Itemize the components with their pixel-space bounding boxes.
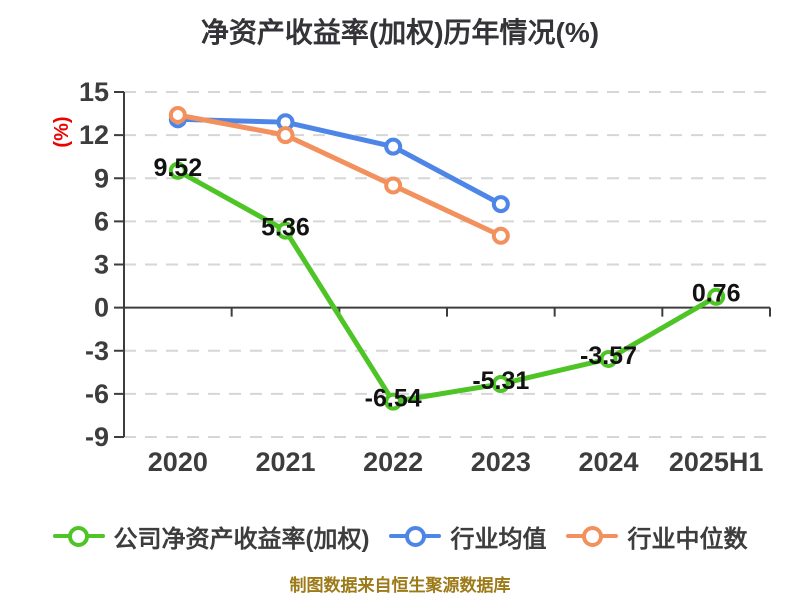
legend-dot-industry_median (581, 525, 603, 547)
y-tick-label: -6 (85, 379, 109, 409)
value-label: 9.52 (153, 154, 202, 182)
x-tick-label: 2023 (471, 447, 531, 477)
value-label: 5.36 (261, 214, 310, 242)
data-point-industry_median[interactable] (276, 126, 295, 145)
legend-label-industry_avg: 行业均值 (450, 525, 547, 553)
data-point-company[interactable] (168, 161, 187, 180)
data-point-company[interactable] (384, 392, 403, 411)
x-tick-label: 2020 (148, 447, 208, 477)
y-tick-label: 3 (94, 250, 109, 280)
legend-label-company: 公司净资产收益率(加权) (113, 525, 370, 553)
y-tick-label: 9 (94, 163, 109, 193)
x-tick-label: 2024 (578, 447, 638, 477)
x-tick-label: 2021 (255, 447, 315, 477)
legend-item-industry_avg[interactable]: 行业均值 (389, 519, 546, 554)
value-label: -3.57 (580, 342, 637, 370)
value-label: -6.54 (365, 385, 422, 413)
data-point-company[interactable] (491, 374, 510, 393)
y-tick-label: -3 (85, 336, 109, 366)
data-point-company[interactable] (599, 349, 618, 368)
data-point-company[interactable] (276, 221, 295, 240)
x-tick-label: 2025H1 (669, 447, 764, 477)
y-tick-label: 12 (79, 120, 109, 150)
legend-label-industry_median: 行业中位数 (627, 525, 748, 553)
x-tick-label: 2022 (363, 447, 423, 477)
legend-marker-industry_avg (389, 525, 442, 547)
data-point-industry_median[interactable] (491, 226, 510, 245)
legend-dot-industry_avg (404, 525, 426, 547)
y-tick-label: 15 (79, 77, 109, 107)
value-label: 0.76 (692, 280, 741, 308)
data-source-note: 制图数据来自恒生聚源数据库 (289, 576, 511, 595)
chart-title: 净资产收益率(加权)历年情况(%) (200, 17, 600, 48)
data-point-industry_avg[interactable] (384, 137, 403, 156)
data-point-industry_median[interactable] (168, 106, 187, 124)
y-tick-label: 0 (94, 293, 109, 323)
value-label: -5.31 (472, 367, 529, 395)
series-line-industry_avg (175, 116, 504, 207)
legend-marker-industry_median (566, 525, 619, 547)
data-point-industry_avg[interactable] (491, 195, 510, 214)
series-line-company (175, 168, 719, 405)
data-point-industry_median[interactable] (384, 176, 403, 195)
legend-dot-company (68, 525, 89, 547)
y-tick-label: 6 (94, 206, 109, 236)
legend-item-industry_median[interactable]: 行业中位数 (566, 519, 747, 554)
legend-marker-company (52, 525, 105, 547)
legend-item-company[interactable]: 公司净资产收益率(加权) (52, 519, 370, 554)
series-line-industry_median (175, 112, 504, 239)
legend: 公司净资产收益率(加权) 行业均值 行业中位数 (0, 519, 800, 554)
data-point-company[interactable] (707, 287, 726, 306)
y-tick-label: -9 (85, 422, 109, 452)
